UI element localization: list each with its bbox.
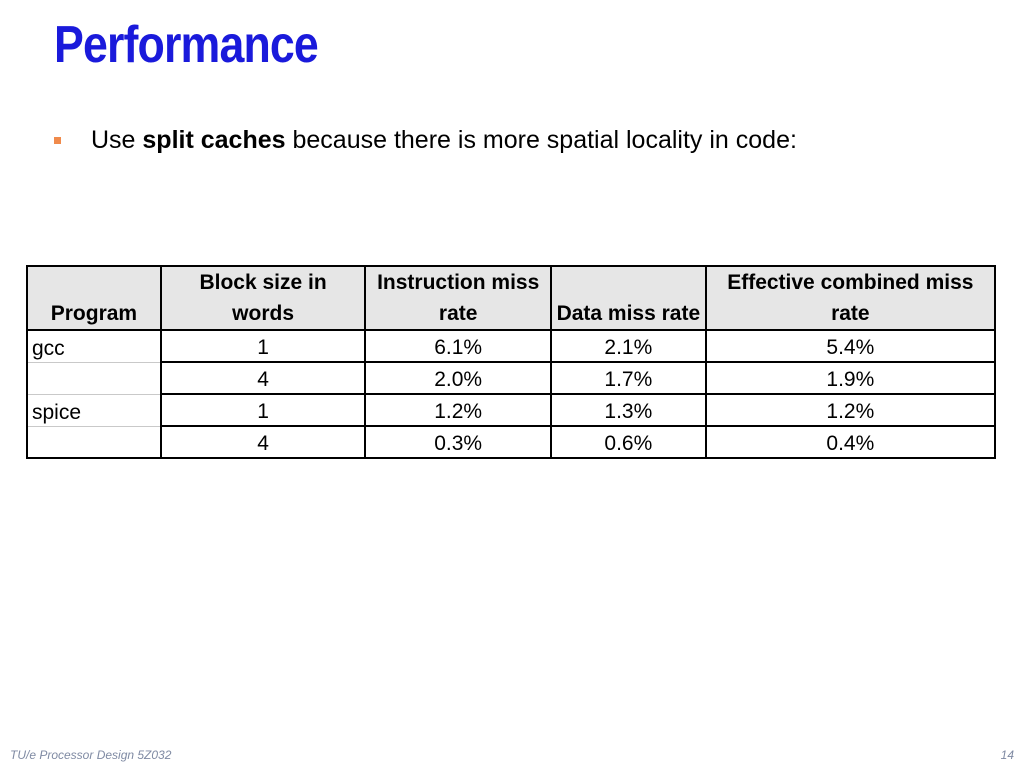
cell-instruction-miss: 6.1% xyxy=(364,329,553,363)
footer-course: TU/e Processor Design 5Z032 xyxy=(10,748,172,762)
cell-data-miss: 1.3% xyxy=(550,393,707,427)
slide-title: Performance xyxy=(54,16,319,74)
cell-program: gcc xyxy=(26,329,162,363)
header-data-miss-rate: Data miss rate xyxy=(550,265,707,331)
table-row: gcc 1 6.1% 2.1% 5.4% xyxy=(26,329,997,363)
bullet-bold: split caches xyxy=(142,126,286,154)
cell-instruction-miss: 2.0% xyxy=(364,361,553,395)
table-row: 4 0.3% 0.6% 0.4% xyxy=(26,425,997,459)
cell-block-size: 4 xyxy=(159,361,367,395)
cell-data-miss: 0.6% xyxy=(550,425,707,459)
cell-program: spice xyxy=(26,393,162,427)
cell-instruction-miss: 1.2% xyxy=(364,393,553,427)
header-combined-miss-rate: Effective combined miss rate xyxy=(704,265,997,331)
cell-program xyxy=(26,361,162,395)
cell-block-size: 1 xyxy=(159,393,367,427)
bullet-item: Use split caches because there is more s… xyxy=(54,124,797,156)
header-program: Program xyxy=(26,265,162,331)
table-header-row: Program Block size in words Instruction … xyxy=(26,265,997,331)
page-number: 14 xyxy=(1000,748,1014,762)
cell-combined-miss: 0.4% xyxy=(704,425,997,459)
cell-combined-miss: 1.9% xyxy=(704,361,997,395)
cell-instruction-miss: 0.3% xyxy=(364,425,553,459)
bullet-prefix: Use xyxy=(91,126,143,154)
table-row: spice 1 1.2% 1.3% 1.2% xyxy=(26,393,997,427)
cell-data-miss: 2.1% xyxy=(550,329,707,363)
bullet-text: Use split caches because there is more s… xyxy=(91,124,797,156)
cell-data-miss: 1.7% xyxy=(550,361,707,395)
cell-block-size: 1 xyxy=(159,329,367,363)
bullet-square-icon xyxy=(54,136,61,144)
header-block-size: Block size in words xyxy=(159,265,367,331)
cell-combined-miss: 5.4% xyxy=(704,329,997,363)
header-instruction-miss-rate: Instruction miss rate xyxy=(364,265,553,331)
performance-table: Program Block size in words Instruction … xyxy=(26,265,997,459)
cell-combined-miss: 1.2% xyxy=(704,393,997,427)
bullet-suffix: because there is more spatial locality i… xyxy=(285,126,797,154)
table-row: 4 2.0% 1.7% 1.9% xyxy=(26,361,997,395)
cell-program xyxy=(26,425,162,459)
cell-block-size: 4 xyxy=(159,425,367,459)
